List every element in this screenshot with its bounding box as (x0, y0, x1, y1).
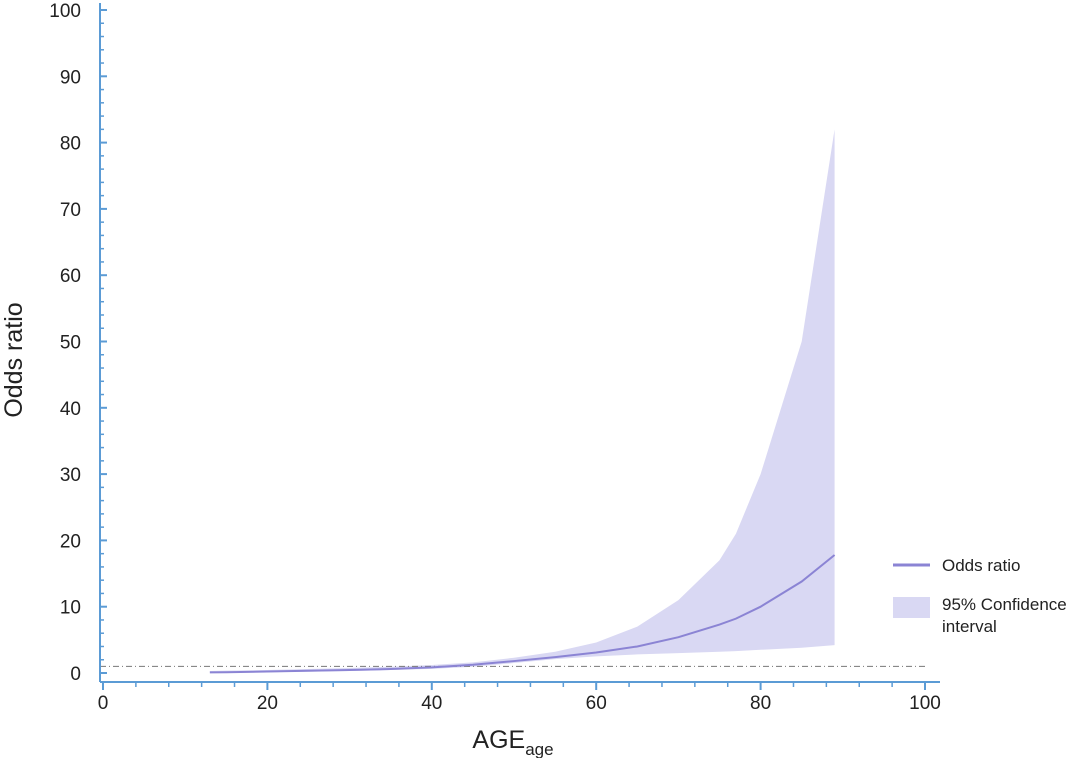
legend-label: 95% Confidence interval (942, 595, 1067, 636)
x-axis-title: AGEage (472, 726, 553, 758)
confidence-band (209, 129, 835, 673)
y-tick-label: 50 (60, 333, 81, 354)
x-tick-label: 60 (586, 693, 607, 714)
x-tick-label: 20 (257, 693, 278, 714)
y-tick-label: 100 (49, 1, 81, 22)
y-tick-label: 70 (60, 200, 81, 221)
y-axis-title: Odds ratio (0, 302, 28, 417)
y-tick-label: 80 (60, 134, 81, 155)
y-tick-label: 40 (60, 399, 81, 420)
y-tick-label: 10 (60, 598, 81, 619)
y-tick-label: 0 (70, 664, 81, 685)
x-axis-title-main: AGE (472, 726, 525, 754)
x-axis-title-subscript: age (525, 740, 553, 758)
y-tick-label: 60 (60, 266, 81, 287)
x-tick-label: 100 (909, 693, 941, 714)
y-tick-label: 20 (60, 531, 81, 552)
x-tick-label: 0 (98, 693, 109, 714)
x-tick-label: 40 (421, 693, 442, 714)
legend-label: Odds ratio (942, 556, 1020, 575)
x-tick-label: 80 (750, 693, 771, 714)
y-tick-label: 90 (60, 67, 81, 88)
legend-swatch (893, 597, 930, 618)
y-tick-label: 30 (60, 465, 81, 486)
odds-line (209, 554, 836, 674)
